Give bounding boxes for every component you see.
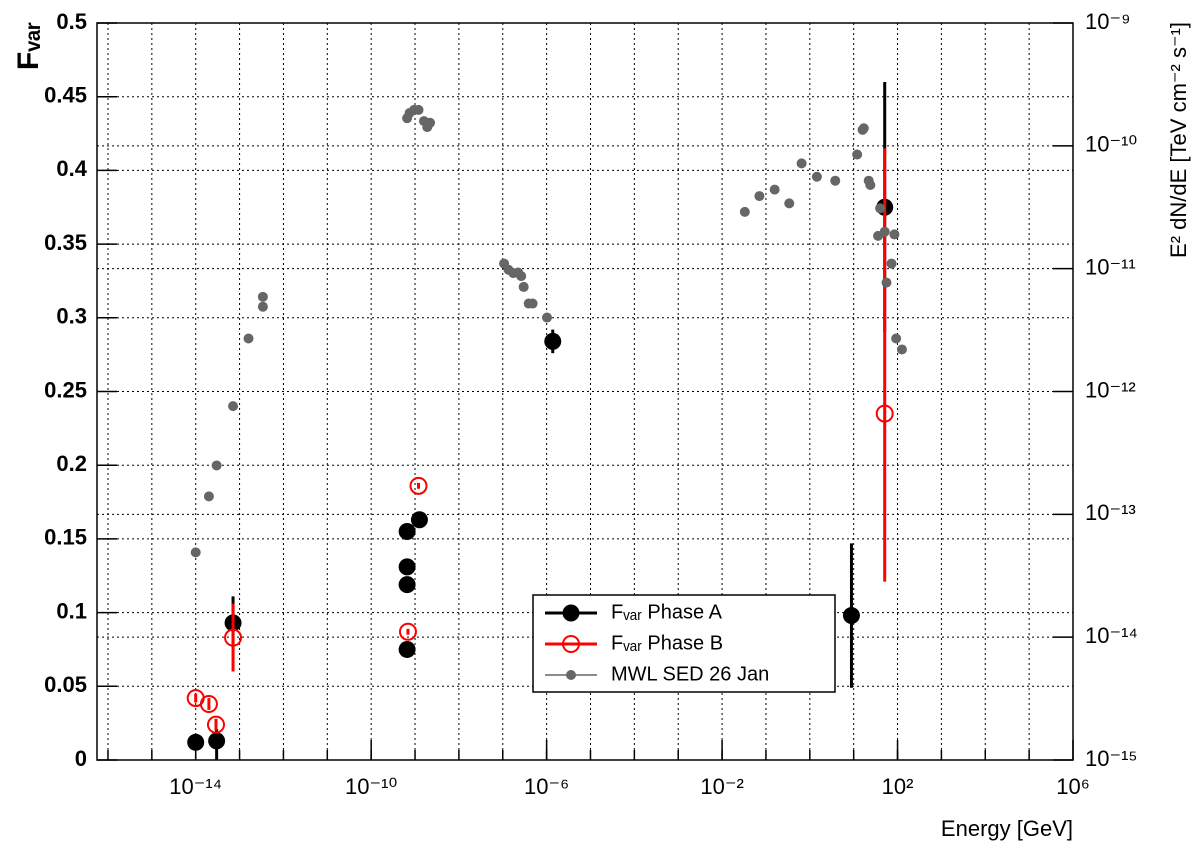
y-tick-label: 0.1 bbox=[56, 598, 87, 623]
small-marker bbox=[830, 175, 841, 186]
y-tick-label: 0.05 bbox=[44, 672, 87, 697]
small-marker bbox=[811, 171, 822, 182]
filled-marker bbox=[208, 732, 226, 750]
small-marker bbox=[527, 298, 538, 309]
small-marker bbox=[784, 198, 795, 209]
open-marker bbox=[398, 622, 417, 641]
small-marker bbox=[203, 491, 214, 502]
y-tick-label: 0.25 bbox=[44, 377, 87, 402]
small-marker bbox=[566, 670, 576, 680]
small-marker bbox=[852, 149, 863, 160]
small-marker bbox=[889, 229, 900, 240]
x-tick-label: 10⁶ bbox=[1056, 774, 1090, 799]
x-tick-label: 10⁻¹⁰ bbox=[345, 774, 397, 799]
small-marker bbox=[886, 258, 897, 269]
small-marker bbox=[542, 312, 553, 323]
legend-label: Fᵥₐᵣ Phase A bbox=[611, 601, 723, 623]
y-axis-label: Fᵥₐᵣ bbox=[12, 22, 45, 70]
filled-marker bbox=[398, 523, 416, 541]
small-marker bbox=[891, 333, 902, 344]
open-marker bbox=[875, 404, 894, 423]
small-marker bbox=[769, 184, 780, 195]
open-marker bbox=[409, 476, 428, 495]
x-axis-label: Energy [GeV] bbox=[941, 816, 1073, 841]
y-tick-label: 0.5 bbox=[56, 9, 87, 34]
small-marker bbox=[879, 226, 890, 237]
small-marker bbox=[796, 158, 807, 169]
small-marker bbox=[425, 117, 436, 128]
y2-tick-label: 10⁻¹⁵ bbox=[1085, 746, 1138, 771]
y2-tick-label: 10⁻¹¹ bbox=[1085, 254, 1136, 279]
filled-marker bbox=[544, 332, 562, 350]
x-tick-label: 10⁻⁶ bbox=[524, 774, 569, 799]
filled-marker bbox=[187, 733, 205, 751]
filled-marker bbox=[410, 511, 428, 529]
filled-marker bbox=[398, 558, 416, 576]
small-marker bbox=[518, 281, 529, 292]
small-marker bbox=[875, 203, 886, 214]
open-marker bbox=[206, 715, 225, 734]
y-tick-label: 0.3 bbox=[56, 304, 87, 329]
y2-tick-label: 10⁻¹³ bbox=[1085, 500, 1136, 525]
y-tick-label: 0.15 bbox=[44, 525, 87, 550]
small-marker bbox=[257, 301, 268, 312]
open-marker bbox=[224, 628, 243, 647]
filled-marker bbox=[398, 576, 416, 594]
filled-marker bbox=[398, 640, 416, 658]
y-tick-label: 0 bbox=[75, 746, 87, 771]
small-marker bbox=[413, 104, 424, 115]
x-tick-label: 10⁻¹⁴ bbox=[169, 774, 222, 799]
y2-tick-label: 10⁻⁹ bbox=[1085, 9, 1131, 34]
y-tick-label: 0.35 bbox=[44, 230, 87, 255]
filled-marker bbox=[562, 604, 580, 622]
small-marker bbox=[739, 206, 750, 217]
small-marker bbox=[228, 401, 239, 412]
y-tick-label: 0.45 bbox=[44, 83, 87, 108]
y-tick-label: 0.4 bbox=[56, 156, 87, 181]
small-marker bbox=[896, 344, 907, 355]
y-tick-label: 0.2 bbox=[56, 451, 87, 476]
small-marker bbox=[243, 333, 254, 344]
y2-tick-label: 10⁻¹⁴ bbox=[1085, 623, 1138, 648]
small-marker bbox=[865, 179, 876, 190]
legend-label: Fᵥₐᵣ Phase B bbox=[611, 632, 723, 654]
small-marker bbox=[257, 291, 268, 302]
legend-label: MWL SED 26 Jan bbox=[611, 663, 769, 685]
x-tick-label: 10² bbox=[882, 774, 914, 799]
filled-marker bbox=[842, 607, 860, 625]
small-marker bbox=[516, 271, 527, 282]
y2-tick-label: 10⁻¹² bbox=[1085, 377, 1136, 402]
open-marker bbox=[199, 694, 218, 713]
small-marker bbox=[211, 460, 222, 471]
small-marker bbox=[190, 547, 201, 558]
small-marker bbox=[881, 277, 892, 288]
y2-tick-label: 10⁻¹⁰ bbox=[1085, 132, 1137, 157]
small-marker bbox=[754, 191, 765, 202]
y2-axis-label: E² dN/dE [TeV cm⁻² s⁻¹] bbox=[1166, 22, 1191, 258]
x-tick-label: 10⁻² bbox=[700, 774, 743, 799]
small-marker bbox=[858, 123, 869, 134]
open-marker bbox=[562, 635, 580, 653]
